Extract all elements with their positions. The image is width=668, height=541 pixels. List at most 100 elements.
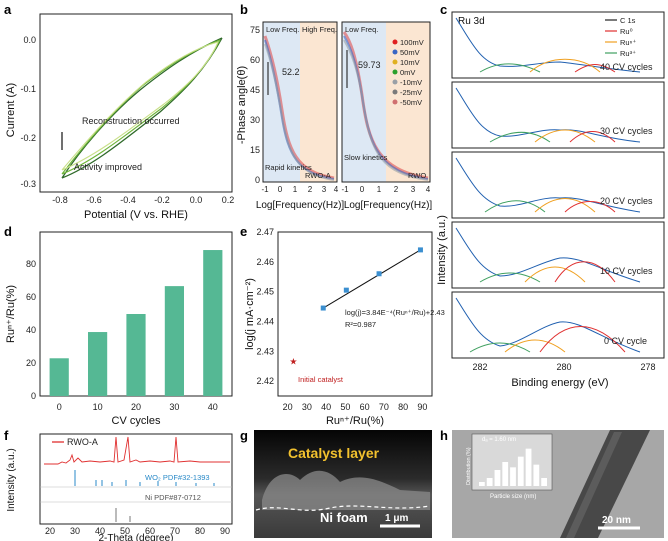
d-bars [49,250,223,396]
c-peak-20-c [564,201,616,213]
c-xtick: 282 [472,362,487,372]
b-left-curves [263,35,335,180]
c-legend-label: Ruⁿ⁺ [620,38,636,47]
c-panel-box [451,151,665,219]
e-point [320,305,326,311]
f-ref2: Ni PDF#87-0712 [145,493,201,502]
h-inset-bars [479,448,547,486]
panel-f: f RWO-A WO₂ PDF#32-1393 Ni PDF#87-0712 2… [4,428,233,541]
e-point [417,247,423,253]
e-xlabel: Ruⁿ⁺/Ru(%) [326,415,384,427]
e-xticks: 20 30 40 50 60 70 80 90 [283,402,428,412]
a-xtick: -0.4 [120,195,136,205]
d-bar [203,250,223,396]
c-spectrum-30 [455,87,641,143]
c-spectrum-10 [455,227,641,283]
a-ytick: -0.3 [20,179,36,189]
b-xtick2: 1 [377,185,382,194]
a-ytick: 0.0 [23,35,36,45]
h-inset-bar [510,467,516,486]
d-xticks: 0 10 20 30 40 [57,402,218,412]
e-ytick: 2.47 [256,227,274,237]
panel-h-letter: h [440,428,448,443]
b-xtick2: -1 [341,185,349,194]
c-peak-20-a [484,200,546,213]
b-xtick: 0 [278,185,283,194]
panel-f-letter: f [4,428,9,443]
h-inset-xlabel: Particle size (nm) [490,494,536,500]
e-xtick: 70 [379,402,389,412]
d-xtick: 0 [57,402,62,412]
e-points: ★ [289,247,423,367]
d-ytick: 0 [31,391,36,401]
b-legend-dot [392,49,398,55]
a-annot-top: Reconstruction occurred [82,116,180,126]
b-ytick: 0 [255,175,260,185]
sem-scale-label: 1 μm [385,513,408,524]
c-peak-0-c [539,326,626,353]
b-legend-label: 0mV [400,68,415,77]
h-inset-ylabel: Distribution (%) [466,447,472,485]
e-point [343,287,349,293]
b-legend: 100mV 50mV 10mV 0mV -10mV -25mV -50mV [392,38,424,107]
e-ytick: 2.42 [256,376,274,386]
d-xtick: 40 [208,402,218,412]
d-bar [88,332,108,396]
panel-d-letter: d [4,224,12,239]
b-xtick: 4 [334,185,339,194]
b-legend-dot [392,69,398,75]
panel-b-letter: b [240,2,248,17]
b-xtick2: 2 [394,185,399,194]
b-left-value: 52.2 [282,67,300,77]
e-ytick: 2.46 [256,257,274,267]
a-xtick: -0.6 [86,195,102,205]
d-xlabel: CV cycles [112,415,161,427]
b-right-value: 59.73 [358,60,381,70]
c-panel-box [451,11,665,79]
e-yticks: 2.47 2.46 2.45 2.44 2.43 2.42 [256,227,274,386]
cv-curve-light [61,41,219,171]
b-legend-dot [392,89,398,95]
sem-catalyst-layer [262,470,430,510]
b-legend-label: -10mV [400,78,422,87]
panel-e-letter: e [240,224,247,239]
a-xtick: 0.2 [222,195,235,205]
b-legend-label: 100mV [400,38,424,47]
c-peak-40-c [574,64,616,73]
b-xlabel-right: Log[Frequency(Hz)] [344,200,433,211]
h-inset-bar [525,448,532,486]
c-peak-20-b [534,198,596,213]
f-ylabel: Intensity (a.u.) [6,448,17,511]
b-ytick: 30 [250,115,260,125]
b-legend-label: -50mV [400,98,422,107]
h-inset-bar [479,482,485,486]
e-ylabel: log(j mA·cm⁻²) [244,278,256,350]
b-xtick: 1 [293,185,298,194]
b-left-high-bg [300,22,337,182]
c-legend: C 1s Ru⁰ Ruⁿ⁺ Ru³⁺ [605,16,636,58]
panel-d: d 0 20 40 60 80 0 10 20 30 40 Ruⁿ⁺/Ru(%) CV … [4,224,233,427]
f-xrd-pattern [44,436,230,465]
d-ytick: 80 [26,259,36,269]
b-right-axes [341,21,431,183]
panel-b: b Low Freq. High Freq. Low Freq. 75 60 4… [236,2,432,211]
panel-h: h dₐ = 1.60 nm Particle size (nm) Distri… [440,428,664,538]
b-legend-dot [392,39,398,45]
h-inset-bar [533,464,540,486]
e-xtick: 80 [398,402,408,412]
e-ytick: 2.45 [256,287,274,297]
f-legend: RWO-A [67,437,98,447]
e-r2: R²=0.987 [345,320,376,329]
c-peak-30-c [569,131,616,143]
b-low-left: Low Freq. [266,25,299,34]
c-peak-10-c [554,261,616,283]
c-legend-label: C 1s [620,16,636,25]
b-legend-label: 10mV [400,58,420,67]
h-inset-bar [486,478,493,486]
d-bar [164,286,184,396]
d-xtick: 10 [93,402,103,412]
b-left-name: RWO-A [305,171,331,180]
e-initial-point: ★ [289,357,297,367]
f-axes [39,433,233,525]
